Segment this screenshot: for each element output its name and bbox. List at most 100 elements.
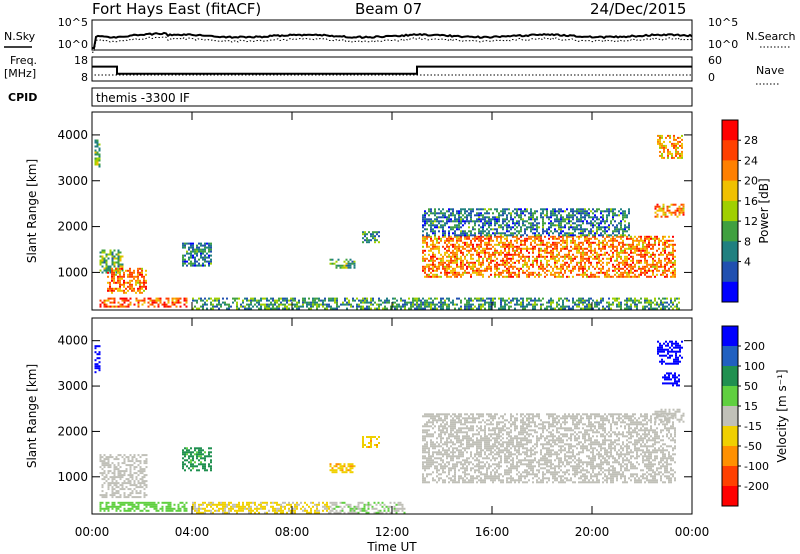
scatter-cell: [335, 503, 338, 506]
scatter-cell: [192, 297, 194, 300]
scatter-cell: [113, 297, 116, 300]
scatter-cell: [234, 509, 236, 512]
scatter-cell: [572, 218, 574, 221]
scatter-cell: [196, 451, 198, 454]
scatter-cell: [194, 260, 196, 263]
scatter-cell: [508, 261, 510, 264]
scatter-cell: [488, 263, 490, 266]
scatter-cell: [522, 301, 524, 304]
scatter-cell: [432, 228, 434, 231]
scatter-cell: [584, 214, 586, 217]
scatter-cell: [576, 247, 578, 250]
scatter-cell: [562, 218, 564, 221]
scatter-cell: [224, 501, 226, 504]
scatter-cell: [502, 275, 504, 278]
scatter-cell: [616, 271, 618, 274]
scatter-cell: [650, 301, 652, 304]
scatter-cell: [450, 275, 452, 278]
scatter-cell: [630, 245, 632, 248]
colorbar-swatch: [722, 221, 738, 242]
scatter-cell: [204, 250, 206, 253]
scatter-cell: [558, 251, 560, 254]
scatter-cell: [272, 509, 274, 512]
scatter-cell: [588, 216, 590, 219]
scatter-cell: [308, 511, 310, 514]
scatter-cell: [244, 307, 246, 310]
scatter-cell: [290, 509, 292, 512]
scatter-cell: [658, 209, 661, 212]
scatter-cell: [196, 447, 198, 450]
scatter-cell: [216, 305, 218, 308]
scatter-cell: [107, 464, 110, 467]
scatter-cell: [446, 263, 448, 266]
scatter-cell: [426, 222, 428, 225]
scatter-cell: [678, 297, 680, 300]
scatter-cell: [466, 241, 468, 244]
scatter-cell: [436, 237, 438, 240]
scatter-cell: [672, 253, 674, 256]
scatter-cell: [133, 509, 136, 512]
scatter-cell: [312, 505, 314, 508]
scatter-cell: [546, 208, 548, 211]
scatter-cell: [192, 507, 194, 510]
scatter-cell: [228, 501, 230, 504]
scatter-cell: [454, 251, 456, 254]
scatter-cell: [484, 222, 486, 225]
scatter-cell: [666, 305, 668, 308]
scatter-cell: [578, 251, 580, 254]
scatter-cell: [594, 251, 596, 254]
scatter-cell: [462, 234, 464, 237]
scatter-cell: [472, 303, 474, 306]
scatter-cell: [634, 275, 636, 278]
scatter-cell: [560, 239, 562, 242]
scatter-cell: [462, 247, 464, 250]
scatter-cell: [616, 249, 618, 252]
scatter-cell: [522, 212, 524, 215]
scatter-cell: [544, 222, 546, 225]
scatter-cell: [109, 464, 112, 467]
scatter-cell: [662, 249, 664, 252]
scatter-cell: [139, 462, 142, 465]
scatter-cell: [650, 255, 652, 258]
scatter-cell: [556, 259, 558, 262]
scatter-cell: [664, 249, 666, 252]
scatter-cell: [504, 259, 506, 262]
scatter-cell: [538, 243, 540, 246]
scatter-cell: [292, 501, 294, 504]
scatter-cell: [462, 208, 464, 211]
scatter-cell: [381, 501, 384, 504]
scatter-cell: [316, 511, 318, 514]
scatter-cell: [192, 248, 194, 251]
scatter-cell: [652, 259, 654, 262]
scatter-cell: [278, 305, 280, 308]
scatter-cell: [226, 503, 228, 506]
scatter-cell: [121, 269, 124, 272]
scatter-cell: [626, 297, 628, 300]
scatter-cell: [121, 501, 124, 504]
scatter-cell: [121, 265, 124, 268]
scatter-cell: [452, 299, 454, 302]
scatter-cell: [428, 265, 430, 268]
scatter-cell: [638, 239, 640, 242]
scatter-cell: [464, 234, 466, 237]
scatter-cell: [498, 273, 500, 276]
scatter-cell: [151, 503, 154, 506]
scatter-cell: [434, 224, 436, 227]
scatter-cell: [576, 224, 578, 227]
scatter-cell: [604, 228, 606, 231]
scatter-cell: [466, 253, 468, 256]
scatter-cell: [351, 509, 354, 512]
scatter-cell: [598, 245, 600, 248]
scatter-cell: [312, 305, 314, 308]
scatter-cell: [258, 503, 260, 506]
scatter-cell: [129, 464, 132, 467]
scatter-cell: [524, 224, 526, 227]
scatter-cell: [486, 216, 488, 219]
scatter-cell: [594, 301, 596, 304]
scatter-cell: [486, 247, 488, 250]
scatter-cell: [618, 265, 620, 268]
scatter-cell: [474, 249, 476, 252]
scatter-cell: [202, 453, 204, 456]
scatter-cell: [204, 465, 206, 468]
scatter-cell: [672, 265, 674, 268]
